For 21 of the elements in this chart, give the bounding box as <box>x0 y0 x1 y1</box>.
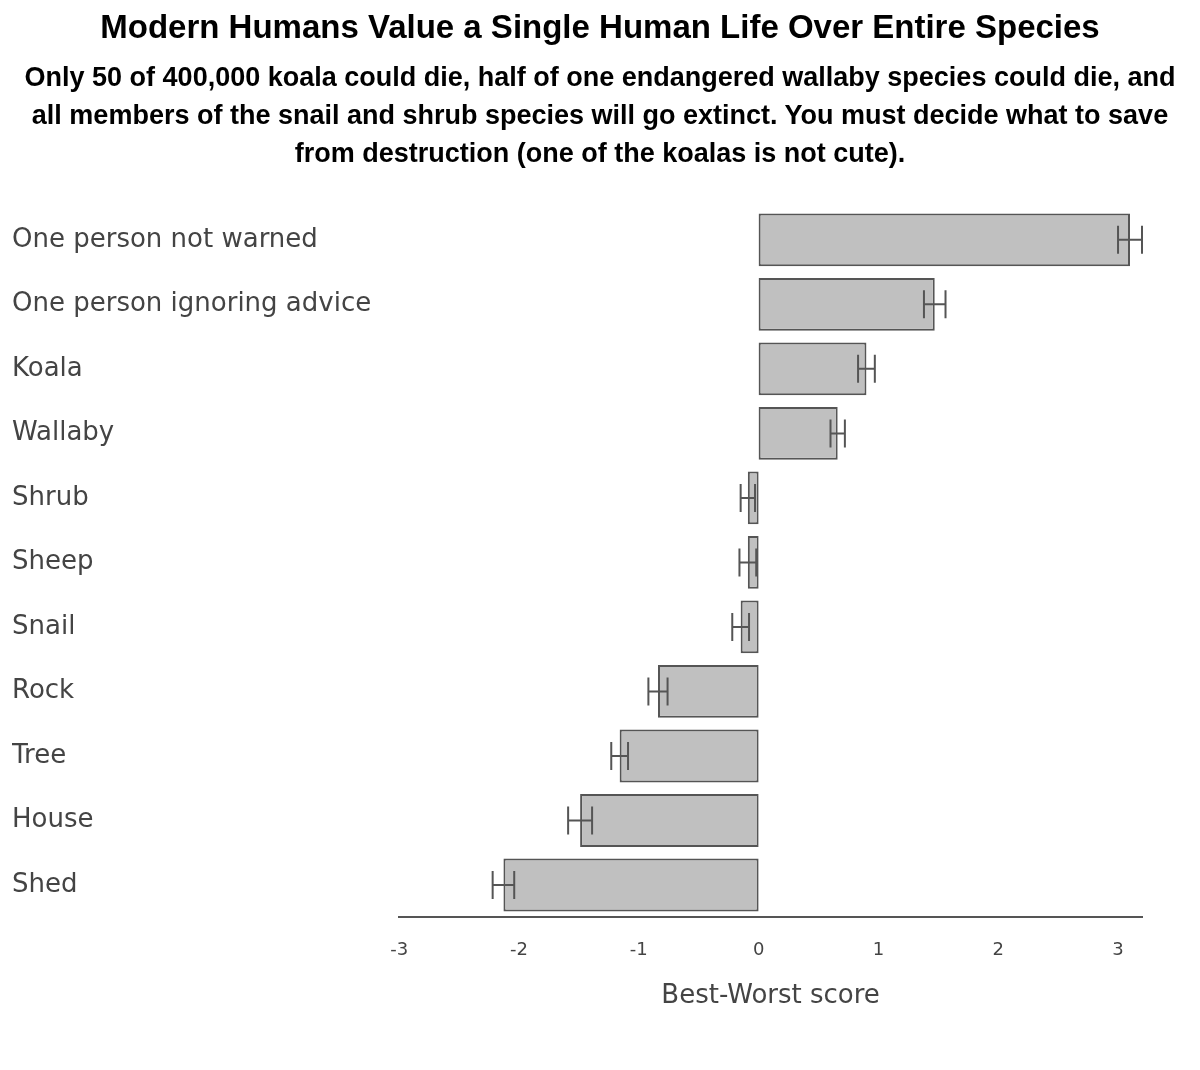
chart-title: Modern Humans Value a Single Human Life Over Entire Species <box>99 8 1101 46</box>
x-tick-label: 3 <box>1112 937 1124 959</box>
y-tick-label: House <box>12 803 94 834</box>
y-tick-label: Shed <box>12 867 78 898</box>
y-tick-label: Tree <box>11 738 67 769</box>
x-tick-label: -2 <box>510 937 528 959</box>
y-tick-label: Sheep <box>12 545 94 576</box>
x-tick-label: 2 <box>992 937 1004 959</box>
y-tick-label: One person not warned <box>12 222 318 253</box>
x-tick-label: 0 <box>752 937 765 959</box>
y-tick-label: One person ignoring advice <box>12 287 372 318</box>
x-tick-label: -3 <box>390 937 409 959</box>
y-tick-label: Rock <box>12 674 75 705</box>
x-axis-title: Best-Worst score <box>661 979 880 1010</box>
chart-subtitle: Only 50 of 400,000 koala could die, half of one endangered wallaby species could die, and all members of the snail and shrub species will go extinct. You must decide what to save from destruction (one of the koalas is not cute). <box>23 61 1177 170</box>
x-tick-label: -1 <box>629 937 648 959</box>
y-tick-label: Snail <box>12 609 76 640</box>
x-tick-label: 1 <box>872 937 885 959</box>
y-tick-label: Shrub <box>12 480 89 511</box>
y-tick-label: Koala <box>12 351 83 382</box>
y-tick-label: Wallaby <box>12 416 115 447</box>
